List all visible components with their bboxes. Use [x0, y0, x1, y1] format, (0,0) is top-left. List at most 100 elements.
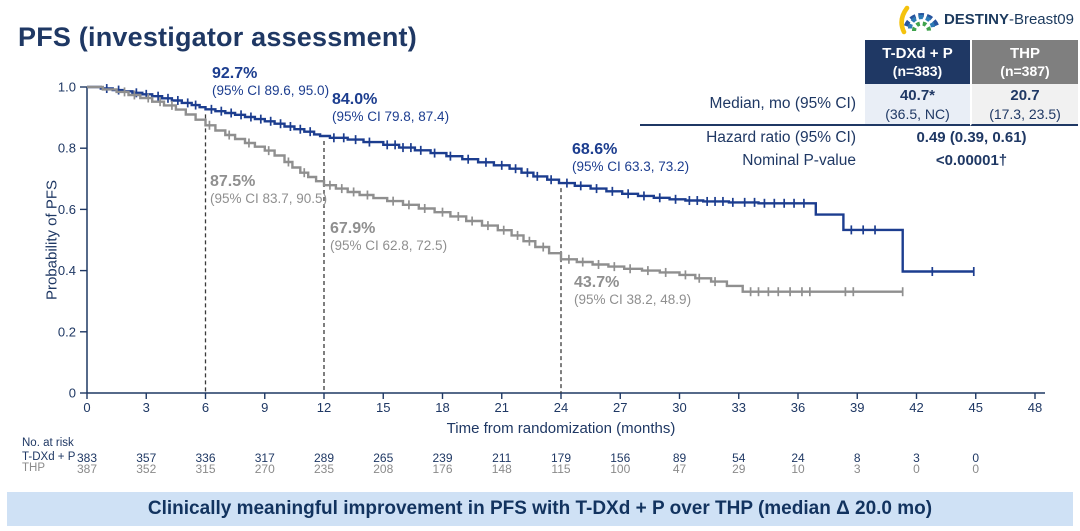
risk-count: 211	[492, 451, 512, 465]
risk-count: 352	[136, 462, 157, 476]
risk-count: 357	[136, 451, 157, 465]
page-title: PFS (investigator assessment)	[18, 22, 417, 52]
annotation-value: 43.7%	[574, 274, 620, 291]
logo-name: DESTINY	[943, 11, 1009, 28]
median-thp-cell: 20.7 (17.3, 23.5)	[970, 84, 1078, 126]
thp-arm-name: THP	[1010, 44, 1040, 62]
risk-count: 24	[791, 451, 805, 465]
median-row-label: Median, mo (95% CI)	[640, 84, 865, 126]
risk-count: 0	[972, 451, 980, 465]
annotation-value: 67.9%	[330, 220, 376, 237]
annotation-ci: (95% CI 83.7, 90.5)	[210, 191, 328, 206]
stats-header-thp: THP (n=387)	[970, 40, 1078, 84]
x-tick-label: 9	[261, 400, 268, 415]
x-tick-label: 33	[732, 400, 746, 415]
annotation-tdxd-12mo: 84.0% (95% CI 79.8, 87.4)	[332, 90, 449, 125]
y-tick-label: 0	[69, 386, 76, 401]
annotation-tdxd-24mo: 68.6% (95% CI 63.3, 73.2)	[572, 140, 689, 175]
annotation-value: 87.5%	[210, 173, 256, 190]
risk-count: 317	[254, 451, 275, 465]
annotation-ci: (95% CI 89.6, 95.0)	[212, 83, 330, 98]
x-tick-label: 24	[554, 400, 568, 415]
risk-count: 148	[491, 462, 512, 476]
x-tick-label: 18	[435, 400, 449, 415]
thp-arm-n: (n=387)	[1000, 62, 1050, 79]
risk-count: 0	[972, 462, 980, 476]
y-tick-label: 0.8	[58, 141, 76, 156]
x-tick-label: 12	[317, 400, 331, 415]
annotation-ci: (95% CI 63.3, 73.2)	[572, 159, 690, 174]
annotation-ci: (95% CI 79.8, 87.4)	[332, 109, 450, 124]
y-tick-label: 0.2	[58, 324, 76, 339]
logo-suffix: -Breast09	[1008, 11, 1074, 28]
risk-count: 265	[373, 451, 394, 465]
tdxd-arm-n: (n=383)	[892, 62, 943, 79]
y-tick-label: 0.6	[58, 202, 76, 217]
risk-count: 3	[853, 462, 861, 476]
risk-count: 315	[195, 462, 216, 476]
median-tdxd-cell: 40.7* (36.5, NC)	[865, 84, 970, 126]
risk-count: 3	[913, 451, 920, 465]
y-tick-label: 0.4	[58, 263, 76, 278]
key-message-banner: Clinically meaningful improvement in PFS…	[7, 492, 1073, 526]
risk-count: 115	[551, 462, 571, 476]
risk-count: 179	[550, 451, 572, 465]
median-tdxd-ci: (36.5, NC)	[885, 105, 950, 122]
annotation-ci: (95% CI 62.8, 72.5)	[330, 238, 448, 253]
risk-count: 100	[610, 462, 631, 476]
risk-count: 383	[76, 451, 98, 465]
risk-count: 54	[732, 451, 746, 465]
risk-count: 47	[672, 462, 687, 476]
risk-count: 235	[313, 462, 335, 476]
risk-count: 10	[791, 462, 805, 476]
risk-count: 387	[76, 462, 98, 476]
annotation-thp-12mo: 67.9% (95% CI 62.8, 72.5)	[330, 219, 447, 254]
risk-count: 89	[672, 451, 687, 465]
risk-count: 156	[610, 451, 631, 465]
risk-row-label-tdxd: T-DXd + P	[22, 451, 76, 463]
tdxd-arm-name: T-DXd + P	[882, 44, 953, 62]
risk-row-label-thp: THP	[22, 462, 45, 474]
risk-table-header: No. at risk	[22, 437, 74, 449]
x-tick-label: 27	[613, 400, 627, 415]
annotation-thp-6mo: 87.5% (95% CI 83.7, 90.5)	[210, 172, 327, 207]
annotation-thp-24mo: 43.7% (95% CI 38.2, 48.9)	[574, 273, 691, 308]
x-tick-label: 15	[376, 400, 390, 415]
annotation-value: 92.7%	[212, 65, 258, 82]
annotation-ci: (95% CI 38.2, 48.9)	[574, 292, 692, 307]
annotation-value: 68.6%	[572, 141, 618, 158]
hazard-row-label: Hazard ratio (95% CI)	[706, 129, 856, 146]
annotation-tdxd-6mo: 92.7% (95% CI 89.6, 95.0)	[212, 64, 329, 99]
pvalue-row-label: Nominal P-value	[742, 152, 856, 169]
annotation-value: 84.0%	[332, 91, 378, 108]
stats-table: T-DXd + P (n=383) THP (n=387) Median, mo…	[640, 40, 1078, 172]
risk-count: 176	[432, 462, 453, 476]
risk-count: 270	[254, 462, 275, 476]
pvalue-value: <0.00001†	[935, 152, 1008, 169]
key-message-text: Clinically meaningful improvement in PFS…	[147, 498, 933, 519]
median-thp-ci: (17.3, 23.5)	[989, 105, 1061, 122]
x-tick-label: 3	[143, 400, 150, 415]
risk-count: 8	[853, 451, 861, 465]
logo-text: DESTINY-Breast09	[944, 11, 1074, 28]
x-axis-label: Time from randomization (months)	[446, 420, 676, 437]
x-tick-label: 6	[202, 400, 209, 415]
risk-count: 289	[313, 451, 335, 465]
x-tick-label: 0	[83, 400, 90, 415]
x-tick-label: 39	[850, 400, 864, 415]
stats-header-tdxd: T-DXd + P (n=383)	[865, 40, 970, 84]
risk-count: 0	[913, 462, 920, 476]
x-tick-label: 45	[969, 400, 983, 415]
destiny-fan-icon	[899, 5, 939, 35]
x-tick-label: 36	[791, 400, 805, 415]
median-tdxd-value: 40.7*	[899, 86, 936, 104]
risk-count: 29	[732, 462, 746, 476]
stats-header-spacer	[640, 40, 865, 84]
x-tick-label: 21	[495, 400, 509, 415]
logo: DESTINY-Breast09	[897, 4, 1074, 35]
risk-count: 336	[195, 451, 216, 465]
hazard-ratio-value: 0.49 (0.39, 0.61)	[916, 129, 1027, 146]
risk-count: 208	[373, 462, 394, 476]
median-thp-value: 20.7	[1010, 86, 1040, 104]
